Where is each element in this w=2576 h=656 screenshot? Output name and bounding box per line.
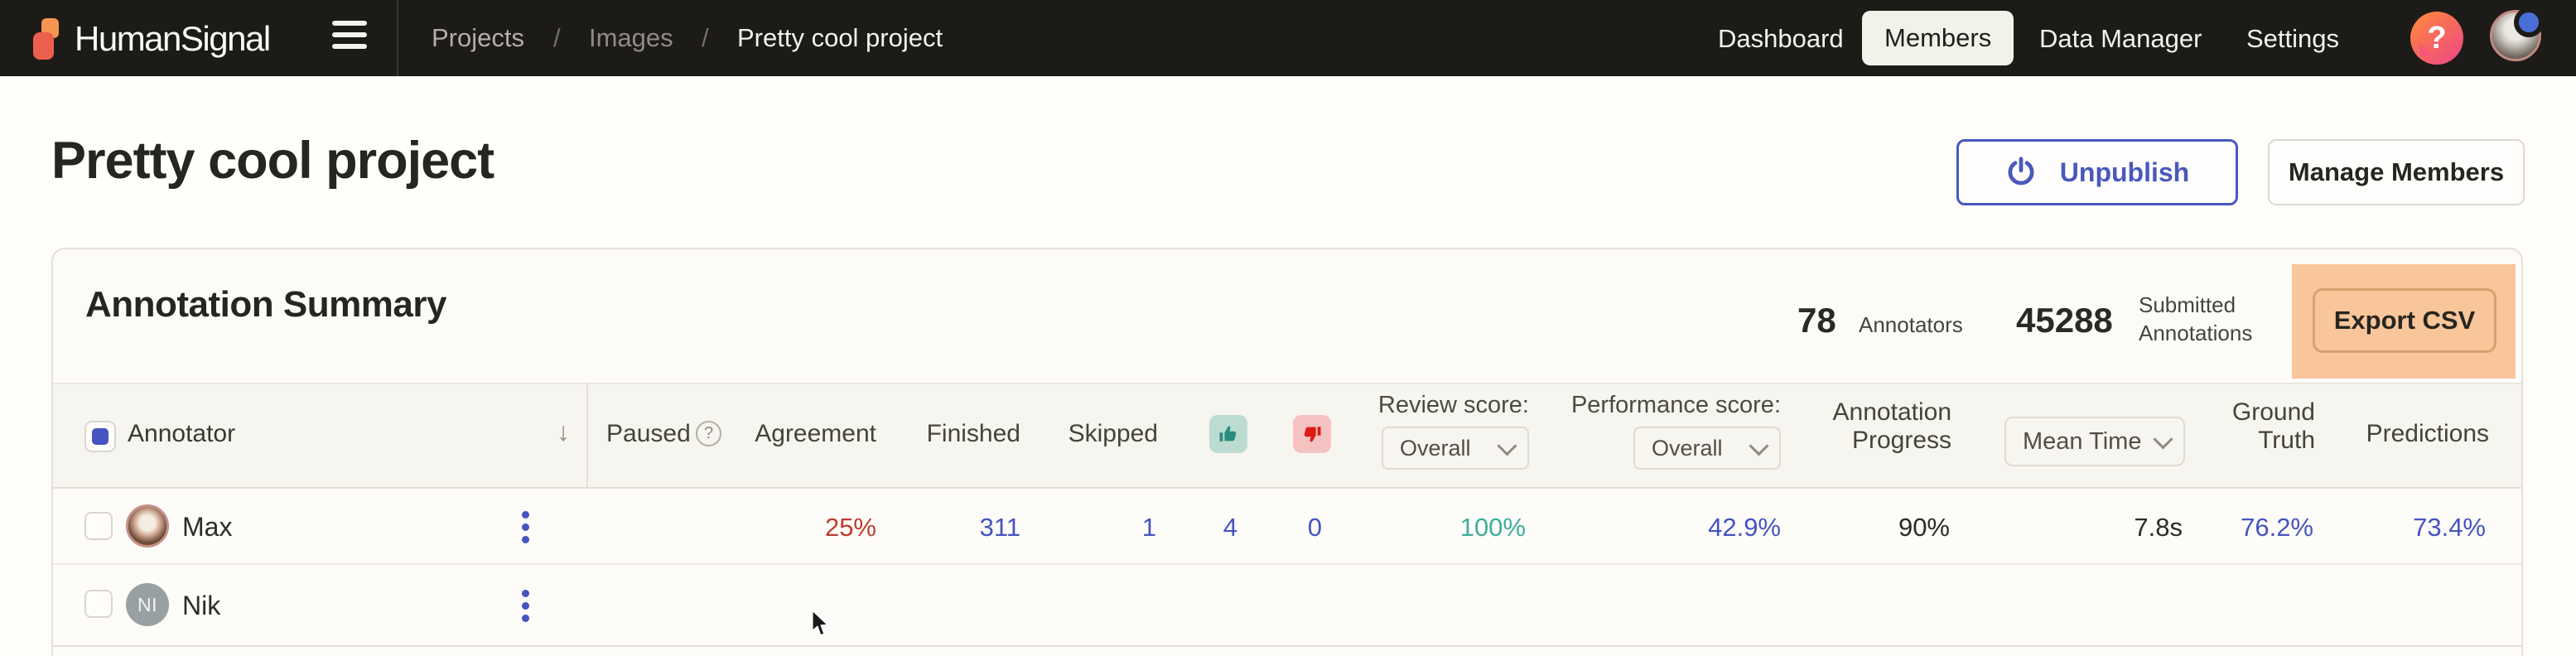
checkbox-checked-fill [92,428,109,445]
card-title: Annotation Summary [85,284,446,325]
annotation-summary-card: Annotation Summary 78 Annotators 45288 S… [51,248,2523,656]
column-header-agreement: Agreement [755,420,876,447]
manage-members-button[interactable]: Manage Members [2268,139,2525,205]
submitted-label: Submitted Annotations [2139,292,2253,345]
nav-members-active[interactable]: Members [1862,11,2014,65]
row-menu-icon[interactable] [507,505,543,548]
export-csv-button[interactable]: Export CSV [2313,288,2496,353]
thumbs-up-icon [1209,415,1247,453]
cell-annotation-progress: 90% [1898,513,1950,542]
submitted-count: 45288 [2016,301,2113,340]
chevron-down-icon [1497,435,1517,456]
mouse-cursor [812,610,829,636]
performance-score-dropdown[interactable]: Overall [1633,427,1781,470]
cell-predictions: 73.4% [2413,513,2486,542]
row-checkbox[interactable] [84,512,113,540]
hamburger-menu-icon[interactable] [332,21,367,55]
annotator-name: Max [182,512,233,542]
column-header-annotation-progress: Annotation Progress [1832,398,1951,454]
cell-thumbs-up: 4 [1223,513,1237,542]
nav-settings[interactable]: Settings [2246,24,2340,53]
humansignal-logo[interactable]: HumanSignal [33,17,298,60]
sort-descending-icon[interactable]: ↓ [557,417,570,446]
power-icon [2008,157,2034,186]
annotator-avatar-initials: NI [126,583,169,626]
top-bar: HumanSignal Projects / Images / Pretty c… [0,0,2576,76]
column-header-skipped: Skipped [1068,420,1158,447]
manage-members-label: Manage Members [2288,157,2505,186]
breadcrumb-separator: / [553,23,561,52]
question-mark-glyph: ? [2427,21,2447,55]
help-icon[interactable]: ? [2410,12,2463,65]
column-header-ground-truth: Ground Truth [2231,398,2315,454]
user-avatar[interactable] [2490,7,2544,61]
breadcrumb-projects[interactable]: Projects [432,23,524,52]
table-row: NI Nik [53,565,2521,647]
humansignal-logo-icon [33,18,65,60]
breadcrumb-images[interactable]: Images [589,23,673,52]
column-header-paused: Paused [606,420,691,447]
page-title: Pretty cool project [51,132,494,190]
notification-dot [2514,7,2544,37]
breadcrumb-separator: / [702,23,709,52]
annotator-name: Nik [182,591,221,620]
review-score-label: Review score: [1377,392,1529,418]
column-header-finished: Finished [926,420,1020,447]
annotators-count: 78 [1797,301,1836,340]
cell-finished: 311 [979,513,1020,542]
export-csv-label: Export CSV [2333,306,2476,335]
paused-info-icon[interactable]: ? [696,421,721,446]
next-row-partial [53,647,2521,656]
nav-dashboard[interactable]: Dashboard [1718,24,1844,53]
table-header-row [53,383,2521,489]
cell-ground-truth: 76.2% [2241,513,2313,542]
select-all-checkbox[interactable] [84,421,116,452]
performance-score-label: Performance score: [1570,392,1781,418]
unpublish-label: Unpublish [2059,157,2190,187]
brand-name: HumanSignal [75,19,271,58]
column-header-annotator[interactable]: Annotator [128,420,236,447]
table-row: Max 25% 311 1 4 0 100% 42.9% 90% 7.8s 76… [53,489,2521,565]
cell-skipped: 1 [1141,513,1156,542]
annotator-avatar [126,504,169,547]
mean-time-dropdown[interactable]: Mean Time [2004,417,2185,466]
cell-performance-score: 42.9% [1708,513,1781,542]
cell-thumbs-down: 0 [1307,513,1322,542]
thumbs-down-icon [1293,415,1331,453]
topbar-divider [397,0,398,76]
cell-review-score: 100% [1459,513,1526,542]
cell-mean-time: 7.8s [2134,513,2183,542]
annotators-label: Annotators [1859,312,1963,337]
nav-data-manager[interactable]: Data Manager [2039,24,2202,53]
unpublish-button[interactable]: Unpublish [1956,139,2238,205]
cell-agreement: 25% [824,513,876,542]
export-highlight [2292,264,2516,379]
column-header-predictions: Predictions [2366,420,2489,447]
breadcrumb-current-project: Pretty cool project [737,23,943,52]
review-score-dropdown[interactable]: Overall [1382,427,1529,470]
row-checkbox[interactable] [84,590,113,618]
row-menu-icon[interactable] [507,584,543,627]
